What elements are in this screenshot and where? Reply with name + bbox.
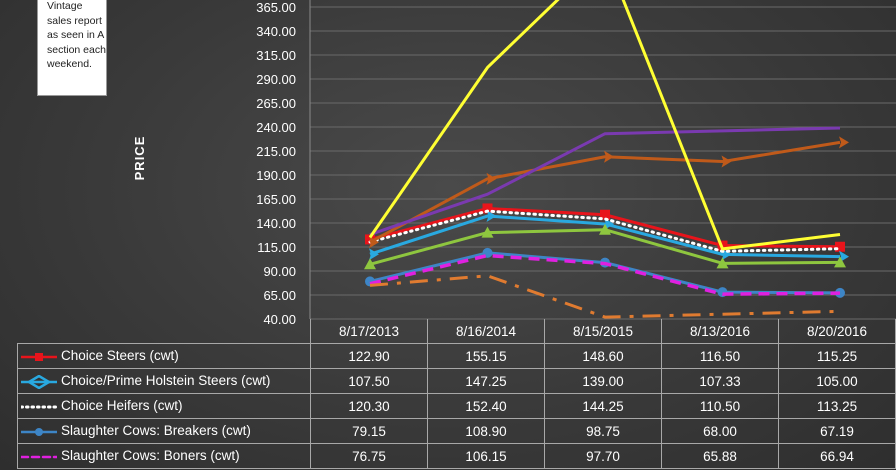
- series-5-point: [481, 226, 494, 238]
- data-label: 67.19: [778, 418, 896, 444]
- table-row: Choice Heifers (cwt) 120.30 152.40 144.25 11…: [17, 393, 896, 419]
- legend-key: [19, 400, 59, 414]
- series-3-point: [835, 287, 845, 298]
- data-label: 106.15: [427, 443, 545, 469]
- data-label: 147.25: [427, 368, 545, 394]
- y-tick-label: 115.00: [257, 240, 296, 255]
- x-category-label: 8/15/2015: [544, 319, 662, 344]
- series-5-point: [364, 258, 376, 270]
- data-label: 108.90: [427, 418, 545, 444]
- x-category-label: 8/20/2016: [778, 319, 896, 344]
- table-row: Slaughter Cows: Boners (cwt) 76.75 106.15 9…: [17, 443, 896, 469]
- note-text: Vintage sales report as seen in A sectio…: [47, 0, 106, 71]
- series-name-cell: Slaughter Cows: Boners (cwt): [17, 443, 311, 469]
- legend-entry: Choice Steers (cwt): [61, 348, 179, 364]
- series-7-point: [721, 155, 732, 168]
- legend-key: [19, 450, 59, 464]
- data-label: 139.00: [544, 368, 662, 394]
- series-5-point: [716, 257, 729, 269]
- series-lines: [364, 0, 849, 319]
- series-0-point: [482, 203, 493, 214]
- series-1-point: [369, 248, 379, 261]
- data-label: 113.25: [778, 393, 896, 419]
- y-tick-label: 140.00: [256, 216, 296, 231]
- data-label: 107.33: [661, 368, 779, 394]
- series-7-point: [604, 150, 614, 163]
- y-tick-label: 215.00: [256, 144, 296, 159]
- table-row: Choice/Prime Holstein Steers (cwt) 107.50…: [17, 368, 896, 394]
- series-9-line: [368, 0, 841, 251]
- y-tick-label: 40.00: [263, 312, 296, 327]
- data-label: 122.90: [310, 343, 428, 369]
- table-corner-cell: [18, 319, 311, 344]
- y-tick-label: 90.00: [263, 264, 296, 279]
- data-label: 148.60: [544, 343, 662, 369]
- data-label: 66.94: [778, 443, 896, 469]
- data-label: 155.15: [427, 343, 545, 369]
- x-category-label: 8/17/2013: [310, 319, 428, 344]
- x-category-label: 8/16/2014: [427, 319, 545, 344]
- data-label: 115.25: [778, 343, 896, 369]
- series-name-cell: Choice Steers (cwt): [17, 343, 311, 369]
- data-label: 76.75: [310, 443, 428, 469]
- legend-key: [19, 350, 59, 364]
- y-tick-label: 365.00: [256, 0, 296, 15]
- series-2-line: [368, 209, 842, 253]
- data-label: 97.70: [544, 443, 662, 469]
- legend-entry: Choice Heifers (cwt): [61, 398, 183, 414]
- y-tick-label: 240.00: [256, 120, 296, 135]
- legend-key: [19, 425, 59, 439]
- y-tick-label: 340.00: [256, 24, 296, 39]
- series-name-cell: Choice/Prime Holstein Steers (cwt): [17, 368, 311, 394]
- data-label: 107.50: [310, 368, 428, 394]
- data-label: 120.30: [310, 393, 428, 419]
- y-tick-label: 65.00: [263, 288, 296, 303]
- series-7-point: [369, 236, 379, 249]
- x-category-label: 8/13/2016: [661, 319, 779, 344]
- data-label: 79.15: [310, 418, 428, 444]
- series-4-line: [369, 253, 841, 296]
- series-name-cell: Slaughter Cows: Breakers (cwt): [17, 418, 311, 444]
- y-axis-label: PRICE: [132, 136, 147, 181]
- data-label: 105.00: [778, 368, 896, 394]
- data-label: 65.88: [661, 443, 779, 469]
- legend-entry: Slaughter Cows: Breakers (cwt): [61, 423, 251, 439]
- y-tick-label: 165.00: [256, 192, 296, 207]
- table-row: Slaughter Cows: Breakers (cwt) 79.15 108.9…: [17, 418, 896, 444]
- legend-entry: Slaughter Cows: Boners (cwt): [61, 448, 240, 464]
- series-5-point: [599, 223, 611, 235]
- data-label: 116.50: [661, 343, 779, 369]
- data-table: 8/17/2013 8/16/2014 8/15/2015 8/13/2016 8/20…: [17, 319, 896, 469]
- series-7-line: [369, 140, 841, 244]
- series-name-cell: Choice Heifers (cwt): [17, 393, 311, 419]
- data-label: 68.00: [661, 418, 779, 444]
- y-tick-label: 315.00: [256, 48, 296, 63]
- series-6-line: [369, 274, 841, 319]
- series-7-point: [486, 172, 497, 185]
- data-label: 98.75: [544, 418, 662, 444]
- series-0-point: [365, 234, 375, 245]
- y-tick-label: 265.00: [256, 96, 296, 111]
- data-label: 152.40: [427, 393, 545, 419]
- y-tick-label: 290.00: [256, 72, 296, 87]
- gridlines: [309, 0, 896, 320]
- data-label: 110.50: [661, 393, 779, 419]
- series-0-point: [600, 209, 610, 220]
- note-box: Vintage sales report as seen in A sectio…: [37, 0, 107, 96]
- table-header-row: 8/17/2013 8/16/2014 8/15/2015 8/13/2016 8/20…: [18, 319, 896, 344]
- series-1-point: [486, 210, 497, 223]
- series-8-line: [369, 126, 841, 236]
- legend-key: [19, 374, 59, 390]
- series-5-point: [834, 256, 846, 268]
- table-row: Choice Steers (cwt) 122.90 155.15 148.60 116…: [17, 343, 896, 369]
- data-label: 144.25: [544, 393, 662, 419]
- series-0-point: [835, 241, 845, 252]
- y-tick-label: 190.00: [256, 168, 296, 183]
- legend-entry: Choice/Prime Holstein Steers (cwt): [61, 373, 271, 389]
- series-7-point: [839, 136, 849, 149]
- y-axis-ticks: 40.00 65.00 90.00 115.00 140.00 165.00 190.00 2…: [256, 0, 296, 327]
